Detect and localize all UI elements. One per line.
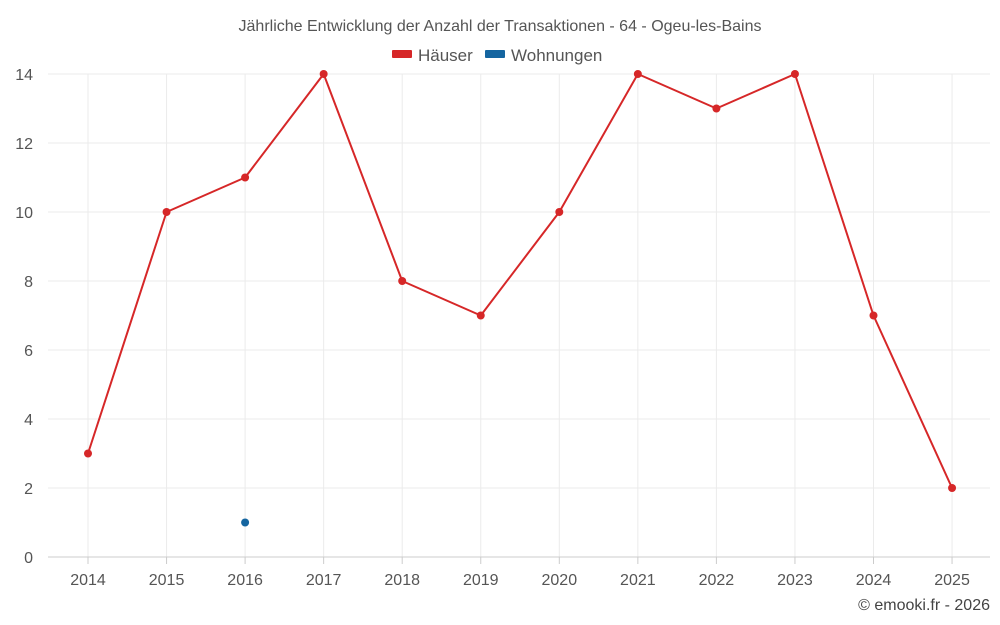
series-line-haeuser bbox=[87, 73, 954, 489]
y-tick-label: 6 bbox=[24, 343, 33, 360]
data-point-haeuser[interactable] bbox=[241, 173, 250, 182]
axis-layer: 0 2 4 6 8 10 12 14 2014 2015 2016 2017 2018 2019 2020 2… bbox=[15, 67, 990, 589]
data-point-haeuser[interactable] bbox=[712, 104, 721, 113]
data-point-haeuser[interactable] bbox=[948, 484, 957, 492]
x-tick-label: 2014 bbox=[70, 572, 106, 589]
data-point-haeuser[interactable] bbox=[790, 70, 799, 78]
y-tick-label: 8 bbox=[24, 274, 33, 291]
series-layer bbox=[84, 70, 957, 527]
data-point-haeuser[interactable] bbox=[633, 70, 642, 78]
data-point-haeuser[interactable] bbox=[398, 277, 407, 285]
y-tick-label: 0 bbox=[24, 550, 33, 567]
x-tick-label: 2020 bbox=[542, 572, 578, 589]
y-tick-label: 2 bbox=[24, 481, 33, 498]
data-point-haeuser[interactable] bbox=[84, 449, 92, 458]
x-tick-label: 2016 bbox=[227, 572, 263, 589]
data-point-haeuser[interactable] bbox=[555, 208, 564, 216]
data-point-haeuser[interactable] bbox=[869, 311, 878, 320]
legend-label-haeuser: Häuser bbox=[418, 46, 473, 65]
legend-swatch-haeuser bbox=[392, 50, 412, 58]
chart-title: Jährliche Entwicklung der Anzahl der Tra… bbox=[239, 18, 762, 35]
legend: Häuser Wohnungen bbox=[392, 46, 602, 65]
data-point-haeuser[interactable] bbox=[319, 70, 328, 78]
data-point-haeuser[interactable] bbox=[476, 311, 485, 320]
credit-text: © emooki.fr - 2026 bbox=[858, 597, 990, 614]
x-tick-label: 2021 bbox=[620, 572, 656, 589]
x-tick-label: 2018 bbox=[384, 572, 420, 589]
x-tick-label: 2023 bbox=[777, 572, 813, 589]
grid-layer bbox=[48, 73, 990, 557]
x-tick-label: 2022 bbox=[699, 572, 735, 589]
x-tick-label: 2019 bbox=[463, 572, 499, 589]
data-point-haeuser[interactable] bbox=[162, 208, 171, 216]
x-tick-label: 2025 bbox=[934, 572, 970, 589]
y-tick-label: 12 bbox=[15, 136, 33, 153]
x-tick-label: 2017 bbox=[306, 572, 342, 589]
x-tick-label: 2024 bbox=[856, 572, 892, 589]
x-tick-label: 2015 bbox=[149, 572, 185, 589]
legend-item-wohnungen[interactable]: Wohnungen bbox=[485, 46, 602, 65]
legend-item-haeuser[interactable]: Häuser bbox=[392, 46, 473, 65]
y-tick-label: 10 bbox=[15, 205, 33, 222]
legend-swatch-wohnungen bbox=[485, 50, 505, 58]
data-point-wohnungen[interactable] bbox=[241, 518, 250, 527]
y-tick-label: 4 bbox=[24, 412, 33, 429]
legend-label-wohnungen: Wohnungen bbox=[511, 46, 602, 65]
y-tick-label: 14 bbox=[15, 67, 33, 84]
